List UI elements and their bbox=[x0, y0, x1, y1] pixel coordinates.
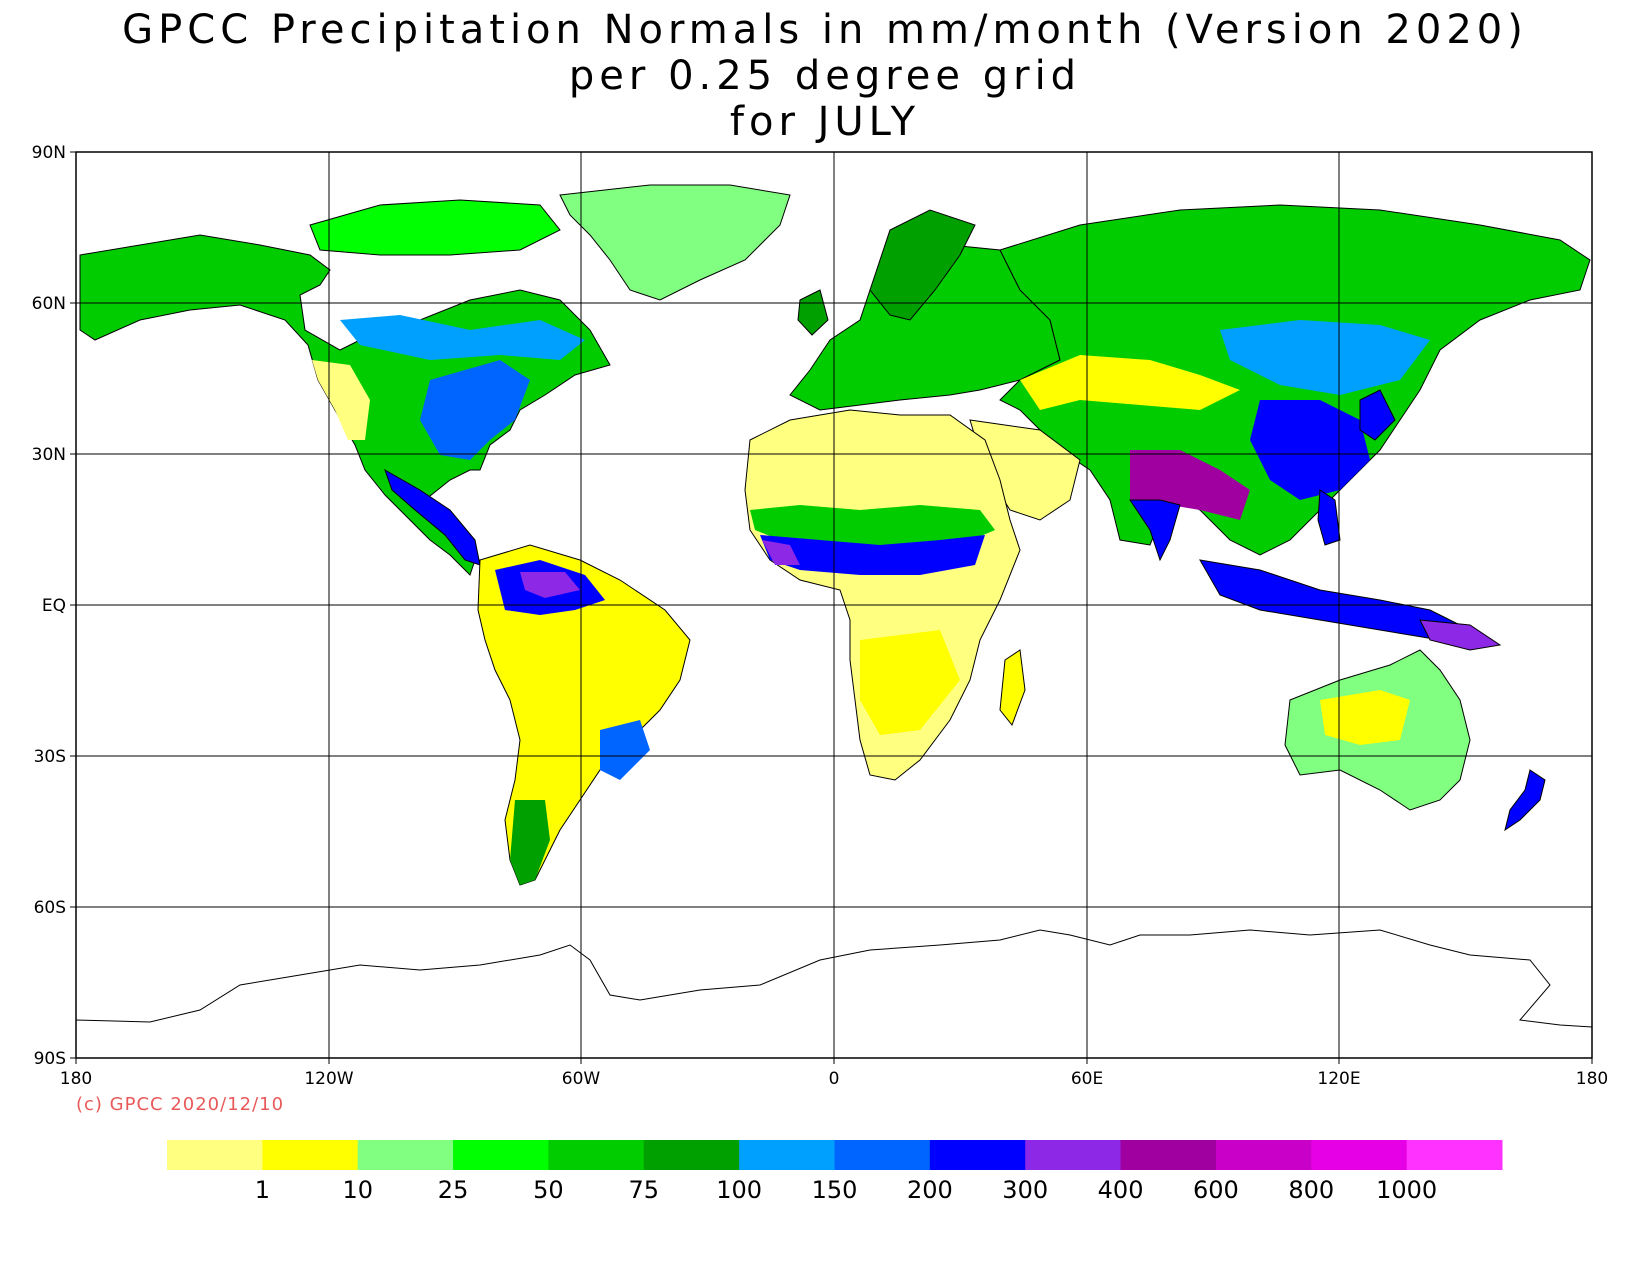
lat-label-eq: EQ bbox=[42, 596, 66, 616]
siberia-wet bbox=[1220, 320, 1430, 395]
colorbar-swatch bbox=[167, 1140, 263, 1170]
colorbar-threshold-label: 200 bbox=[907, 1176, 953, 1204]
lat-label-90n: 90N bbox=[32, 143, 66, 163]
philippines bbox=[1317, 489, 1341, 546]
map-title-line-1: GPCC Precipitation Normals in mm/month (… bbox=[122, 7, 1528, 53]
lat-label-60n: 60N bbox=[32, 294, 66, 314]
colorbar bbox=[167, 1140, 1503, 1170]
colorbar-swatch bbox=[643, 1140, 740, 1170]
colorbar-swatch bbox=[262, 1140, 359, 1170]
new-guinea bbox=[1419, 619, 1502, 651]
madagascar bbox=[999, 649, 1026, 727]
colorbar-swatch bbox=[453, 1140, 549, 1170]
colorbar-swatch bbox=[1025, 1140, 1122, 1170]
guinea-coast-wet bbox=[762, 540, 800, 565]
colorbar-swatch bbox=[548, 1140, 645, 1170]
colorbar-threshold-label: 100 bbox=[716, 1176, 762, 1204]
southern-brazil bbox=[600, 720, 650, 780]
india-land bbox=[1129, 499, 1181, 562]
colorbar-swatch bbox=[1120, 1140, 1217, 1170]
map-title-line-2: per 0.25 degree grid bbox=[568, 53, 1082, 99]
north-america-east-wet bbox=[420, 360, 530, 460]
colorbar-swatch bbox=[1311, 1140, 1408, 1170]
japan bbox=[1359, 389, 1396, 441]
west-africa-wet bbox=[760, 535, 985, 575]
colorbar-threshold-label: 75 bbox=[629, 1176, 660, 1204]
copyright-notice: (c) GPCC 2020/12/10 bbox=[76, 1094, 285, 1115]
colorbar-threshold-label: 800 bbox=[1288, 1176, 1334, 1204]
scandinavia bbox=[869, 209, 976, 321]
lat-label-90s: 90S bbox=[34, 1049, 66, 1069]
lon-label-120w: 120W bbox=[304, 1069, 353, 1089]
colorbar-threshold-label: 1000 bbox=[1376, 1176, 1437, 1204]
colorbar-threshold-label: 300 bbox=[1002, 1176, 1048, 1204]
map-title-line-3: for JULY bbox=[729, 99, 921, 145]
sahel-green bbox=[750, 505, 995, 545]
graticule bbox=[76, 152, 1592, 1058]
colorbar-threshold-label: 10 bbox=[342, 1176, 373, 1204]
arctic-archipelago bbox=[309, 199, 561, 256]
south-africa-dry bbox=[860, 630, 960, 735]
latitude-labels: 90N 60N 30N EQ 30S 60S 90S bbox=[32, 143, 66, 1069]
tick-marks bbox=[70, 151, 1593, 1064]
lon-label-60w: 60W bbox=[562, 1069, 601, 1089]
greenland bbox=[559, 184, 791, 301]
colorbar-swatch bbox=[357, 1140, 454, 1170]
land-regions bbox=[75, 184, 1593, 1028]
lon-label-0: 0 bbox=[829, 1069, 840, 1089]
lon-label-60e: 60E bbox=[1071, 1069, 1103, 1089]
british-isles bbox=[797, 289, 829, 336]
north-america-west-dry bbox=[312, 360, 370, 440]
colorbar-threshold-label: 25 bbox=[438, 1176, 469, 1204]
colorbar-threshold-label: 150 bbox=[812, 1176, 858, 1204]
lat-label-60s: 60S bbox=[34, 898, 66, 918]
lon-label-180w: 180 bbox=[60, 1069, 92, 1089]
colorbar-threshold-label: 50 bbox=[533, 1176, 564, 1204]
longitude-labels: 180 120W 60W 0 60E 120E 180 bbox=[60, 1069, 1608, 1089]
colorbar-labels: 1 10 25 50 75 100 150 200 300 400 600 800 1000 bbox=[255, 1176, 1437, 1204]
lon-label-120e: 120E bbox=[1317, 1069, 1360, 1089]
colorbar-swatch bbox=[834, 1140, 931, 1170]
colorbar-threshold-label: 600 bbox=[1193, 1176, 1239, 1204]
colorbar-swatch bbox=[929, 1140, 1026, 1170]
colorbar-swatch bbox=[739, 1140, 835, 1170]
canada-wet bbox=[340, 315, 585, 360]
new-zealand bbox=[1504, 769, 1546, 832]
patagonia bbox=[510, 800, 550, 885]
australia-interior-dry bbox=[1320, 690, 1410, 745]
amazon-very-wet bbox=[520, 572, 580, 598]
lon-label-180e: 180 bbox=[1576, 1069, 1608, 1089]
colorbar-threshold-label: 400 bbox=[1098, 1176, 1144, 1204]
antarctica bbox=[75, 929, 1593, 1028]
colorbar-threshold-label: 1 bbox=[255, 1176, 270, 1204]
colorbar-swatch bbox=[1406, 1140, 1503, 1170]
colorbar-swatch bbox=[1215, 1140, 1312, 1170]
central-america bbox=[384, 468, 481, 566]
east-asia-wet bbox=[1250, 400, 1370, 500]
central-asia-dry bbox=[1020, 355, 1240, 410]
lat-label-30s: 30S bbox=[34, 747, 66, 767]
lat-label-30n: 30N bbox=[32, 445, 66, 465]
